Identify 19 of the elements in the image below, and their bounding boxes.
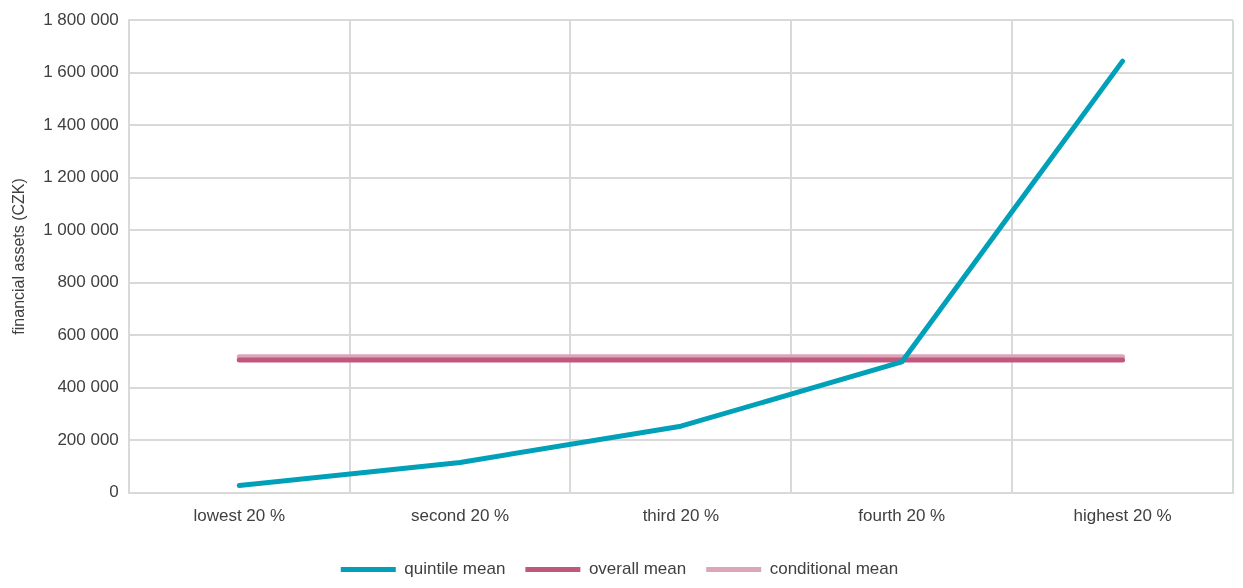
y-tick-label: 1 600 000 bbox=[43, 62, 119, 82]
x-tick-label: lowest 20 % bbox=[193, 506, 286, 526]
y-tick-label: 400 000 bbox=[57, 377, 119, 397]
x-tick-label: highest 20 % bbox=[1073, 506, 1172, 526]
x-tick-label: second 20 % bbox=[410, 506, 510, 526]
y-tick-label: 1 800 000 bbox=[43, 9, 119, 29]
y-tick-label: 200 000 bbox=[57, 429, 119, 449]
legend-label: quintile mean bbox=[404, 559, 506, 579]
x-tick-label: fourth 20 % bbox=[858, 506, 946, 526]
y-tick-label: 1 400 000 bbox=[43, 114, 119, 134]
legend-label: overall mean bbox=[588, 559, 687, 579]
y-axis-title: financial assets (CZK) bbox=[10, 178, 28, 335]
y-tick-label: 0 bbox=[109, 482, 119, 502]
y-tick-label: 800 000 bbox=[57, 272, 119, 292]
legend-label: conditional mean bbox=[769, 559, 899, 579]
y-tick-label: 1 000 000 bbox=[43, 219, 119, 239]
x-tick-label: third 20 % bbox=[642, 506, 720, 526]
y-tick-label: 600 000 bbox=[57, 324, 119, 344]
y-tick-label: 1 200 000 bbox=[43, 167, 119, 187]
